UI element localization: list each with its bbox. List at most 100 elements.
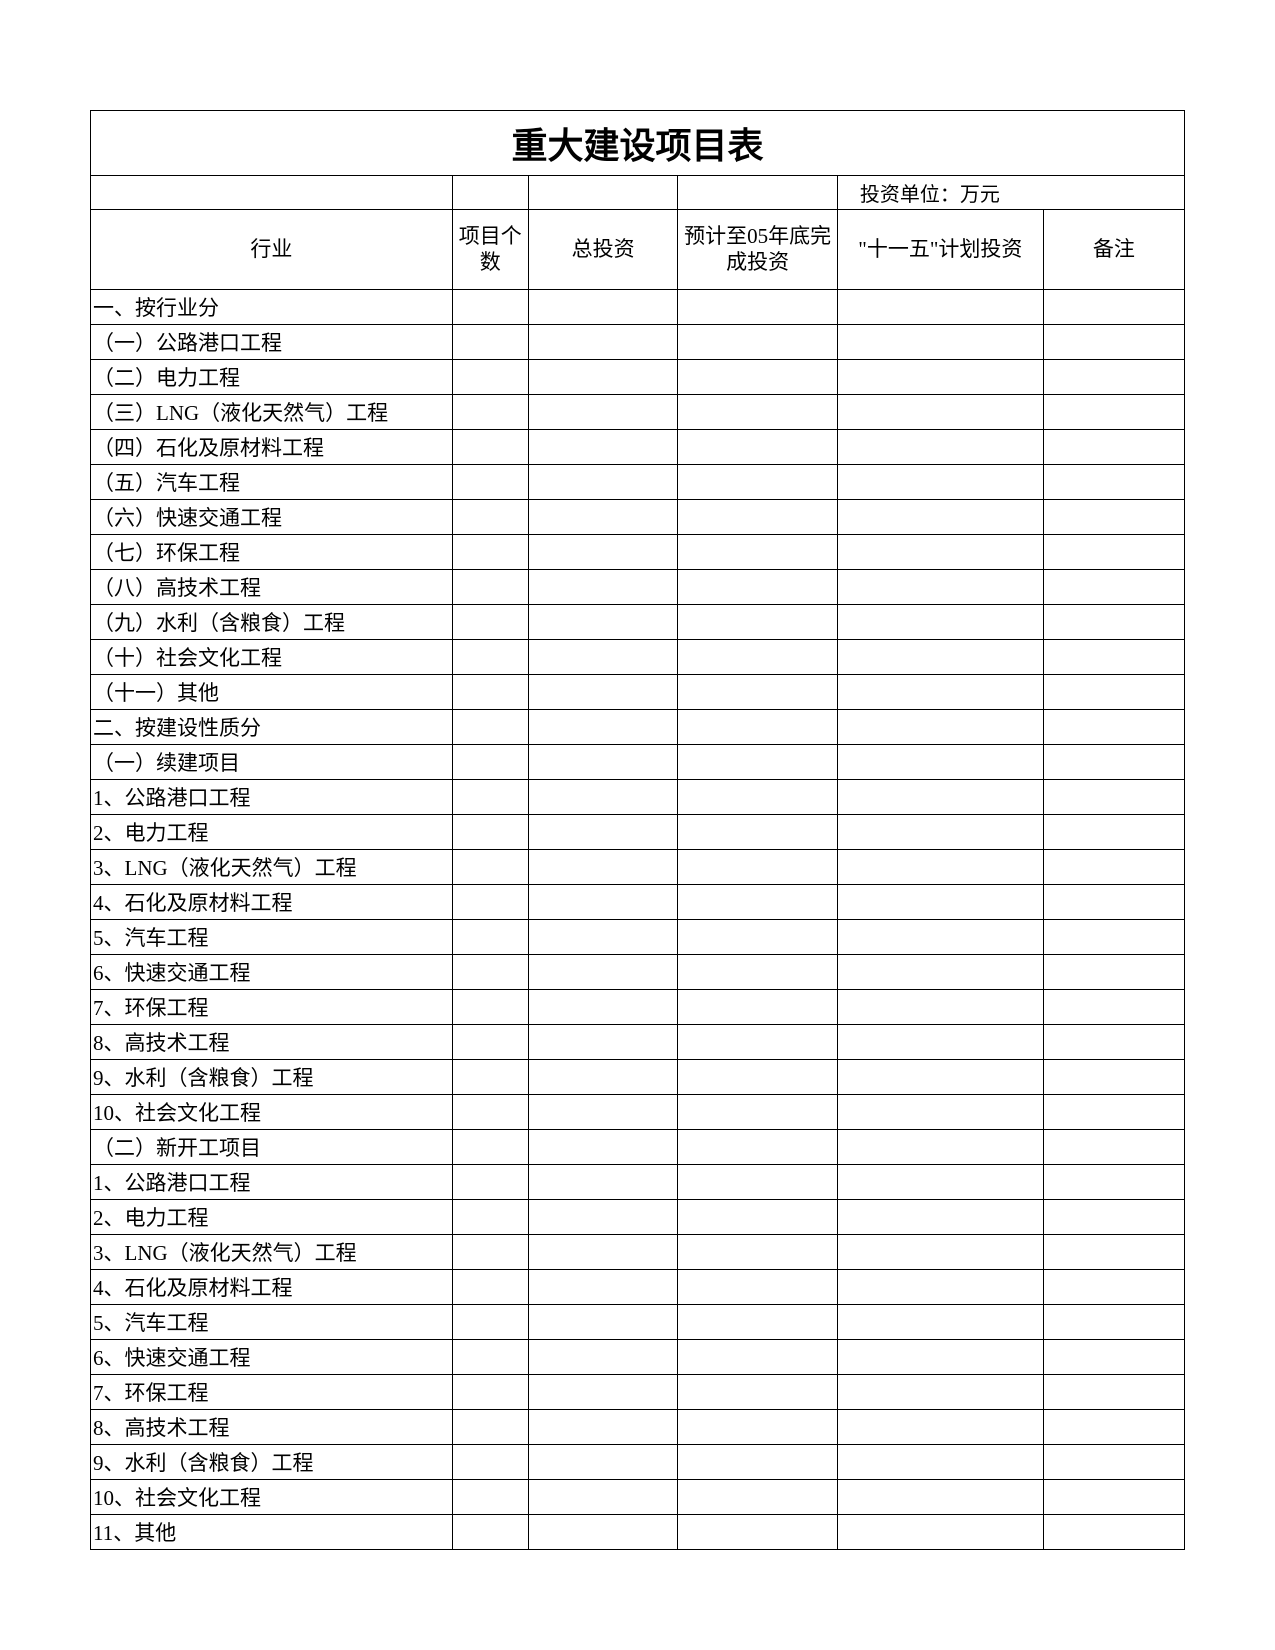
row-value [837, 780, 1043, 815]
row-value [837, 955, 1043, 990]
unit-row: 投资单位：万元 [91, 176, 1185, 210]
row-value [452, 1095, 528, 1130]
row-value [528, 1340, 678, 1375]
row-value [528, 1060, 678, 1095]
row-value [452, 815, 528, 850]
row-value [528, 1130, 678, 1165]
row-label: 4、石化及原材料工程 [91, 885, 453, 920]
row-value [452, 1200, 528, 1235]
table-row: 1、公路港口工程 [91, 780, 1185, 815]
row-value [528, 1270, 678, 1305]
row-value [837, 1480, 1043, 1515]
row-value [1043, 955, 1184, 990]
row-value [1043, 885, 1184, 920]
table-row: 3、LNG（液化天然气）工程 [91, 850, 1185, 885]
row-value [837, 465, 1043, 500]
row-value [1043, 290, 1184, 325]
row-value [678, 1445, 837, 1480]
row-value [452, 1340, 528, 1375]
row-value [678, 675, 837, 710]
row-value [1043, 1130, 1184, 1165]
row-label: 7、环保工程 [91, 990, 453, 1025]
row-value [452, 640, 528, 675]
row-label: 一、按行业分 [91, 290, 453, 325]
row-label: 2、电力工程 [91, 815, 453, 850]
row-value [452, 1060, 528, 1095]
table-row: 6、快速交通工程 [91, 1340, 1185, 1375]
row-value [452, 710, 528, 745]
empty-cell [678, 176, 837, 210]
table-row: 4、石化及原材料工程 [91, 1270, 1185, 1305]
row-value [452, 1480, 528, 1515]
row-label: （九）水利（含粮食）工程 [91, 605, 453, 640]
row-value [678, 395, 837, 430]
row-value [678, 885, 837, 920]
row-value [837, 710, 1043, 745]
row-value [1043, 1445, 1184, 1480]
row-value [837, 430, 1043, 465]
table-row: 7、环保工程 [91, 1375, 1185, 1410]
table-row: 6、快速交通工程 [91, 955, 1185, 990]
row-value [678, 815, 837, 850]
row-value [528, 430, 678, 465]
row-value [1043, 710, 1184, 745]
row-value [678, 570, 837, 605]
row-value [528, 920, 678, 955]
row-value [837, 325, 1043, 360]
row-label: 7、环保工程 [91, 1375, 453, 1410]
row-value [1043, 780, 1184, 815]
table-row: （十）社会文化工程 [91, 640, 1185, 675]
row-value [528, 640, 678, 675]
row-label: （五）汽车工程 [91, 465, 453, 500]
row-label: （二）新开工项目 [91, 1130, 453, 1165]
row-value [837, 500, 1043, 535]
row-value [1043, 570, 1184, 605]
row-value [452, 745, 528, 780]
row-value [678, 500, 837, 535]
table-row: 3、LNG（液化天然气）工程 [91, 1235, 1185, 1270]
row-value [528, 570, 678, 605]
row-value [528, 290, 678, 325]
column-header: 备注 [1043, 210, 1184, 290]
row-value [452, 325, 528, 360]
row-value [837, 395, 1043, 430]
row-value [452, 885, 528, 920]
row-value [452, 605, 528, 640]
row-value [1043, 640, 1184, 675]
table-row: （一）公路港口工程 [91, 325, 1185, 360]
table-row: （三）LNG（液化天然气）工程 [91, 395, 1185, 430]
row-value [678, 290, 837, 325]
row-label: （七）环保工程 [91, 535, 453, 570]
row-value [678, 1200, 837, 1235]
row-value [837, 1200, 1043, 1235]
table-row: （八）高技术工程 [91, 570, 1185, 605]
row-value [678, 360, 837, 395]
row-value [528, 360, 678, 395]
row-label: 3、LNG（液化天然气）工程 [91, 1235, 453, 1270]
row-value [678, 745, 837, 780]
row-value [528, 745, 678, 780]
row-value [1043, 1235, 1184, 1270]
row-value [837, 885, 1043, 920]
row-value [452, 675, 528, 710]
row-value [1043, 1025, 1184, 1060]
row-label: （二）电力工程 [91, 360, 453, 395]
row-value [678, 955, 837, 990]
table-row: 8、高技术工程 [91, 1025, 1185, 1060]
row-value [837, 815, 1043, 850]
row-value [678, 430, 837, 465]
row-value [528, 535, 678, 570]
column-header: 预计至05年底完成投资 [678, 210, 837, 290]
row-value [678, 465, 837, 500]
row-label: 5、汽车工程 [91, 920, 453, 955]
row-value [452, 1165, 528, 1200]
row-label: 8、高技术工程 [91, 1410, 453, 1445]
row-value [678, 535, 837, 570]
row-value [837, 1165, 1043, 1200]
row-value [1043, 360, 1184, 395]
row-label: （八）高技术工程 [91, 570, 453, 605]
row-label: （三）LNG（液化天然气）工程 [91, 395, 453, 430]
row-label: 10、社会文化工程 [91, 1480, 453, 1515]
table-row: 1、公路港口工程 [91, 1165, 1185, 1200]
row-value [1043, 465, 1184, 500]
